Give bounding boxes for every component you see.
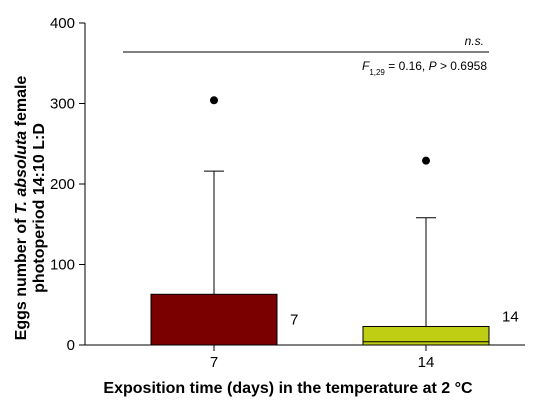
y-tick-label: 0 [67,337,75,354]
x-axis-ticks: 7 14 [210,345,435,371]
y-axis-title-line2: photoperiod 14:10 L:D [31,123,48,293]
significance-label: n.s. [465,34,484,48]
x-axis-title: Exposition time (days) in the temperatur… [103,380,473,397]
stat-f-value: = 0.16, [385,59,429,73]
stat-p-symbol: P [429,59,437,73]
y-axis-title: Eggs number of T. absoluta female photop… [13,76,48,341]
x-tick-label: 14 [418,354,435,371]
box-group-14: 14 [362,156,519,346]
box-rect [150,293,278,346]
y-axis-title-line1: Eggs number of T. absoluta female [13,76,30,341]
box-rect [362,325,490,346]
x-tick-label: 7 [210,354,218,371]
statistics-label: F1,29 = 0.16, P > 0.6958 [362,59,487,77]
stat-p-value: > 0.6958 [437,59,488,73]
box-n-label: 14 [502,308,519,325]
box-n-label: 7 [290,311,298,328]
y-tick-label: 400 [50,15,75,32]
outlier-point [422,156,430,165]
significance-annotation: n.s. F1,29 = 0.16, P > 0.6958 [123,34,489,77]
stat-f-symbol: F [362,59,370,73]
stat-df: 1,29 [369,67,385,76]
y-tick-label: 100 [50,257,75,274]
y-axis-ticks: 0 100 200 300 400 [50,15,85,354]
y-tick-label: 300 [50,96,75,113]
box-group-7: 7 [150,96,298,346]
outlier-point [210,96,218,105]
boxes: 7 14 [150,96,519,346]
y-tick-label: 200 [50,176,75,193]
